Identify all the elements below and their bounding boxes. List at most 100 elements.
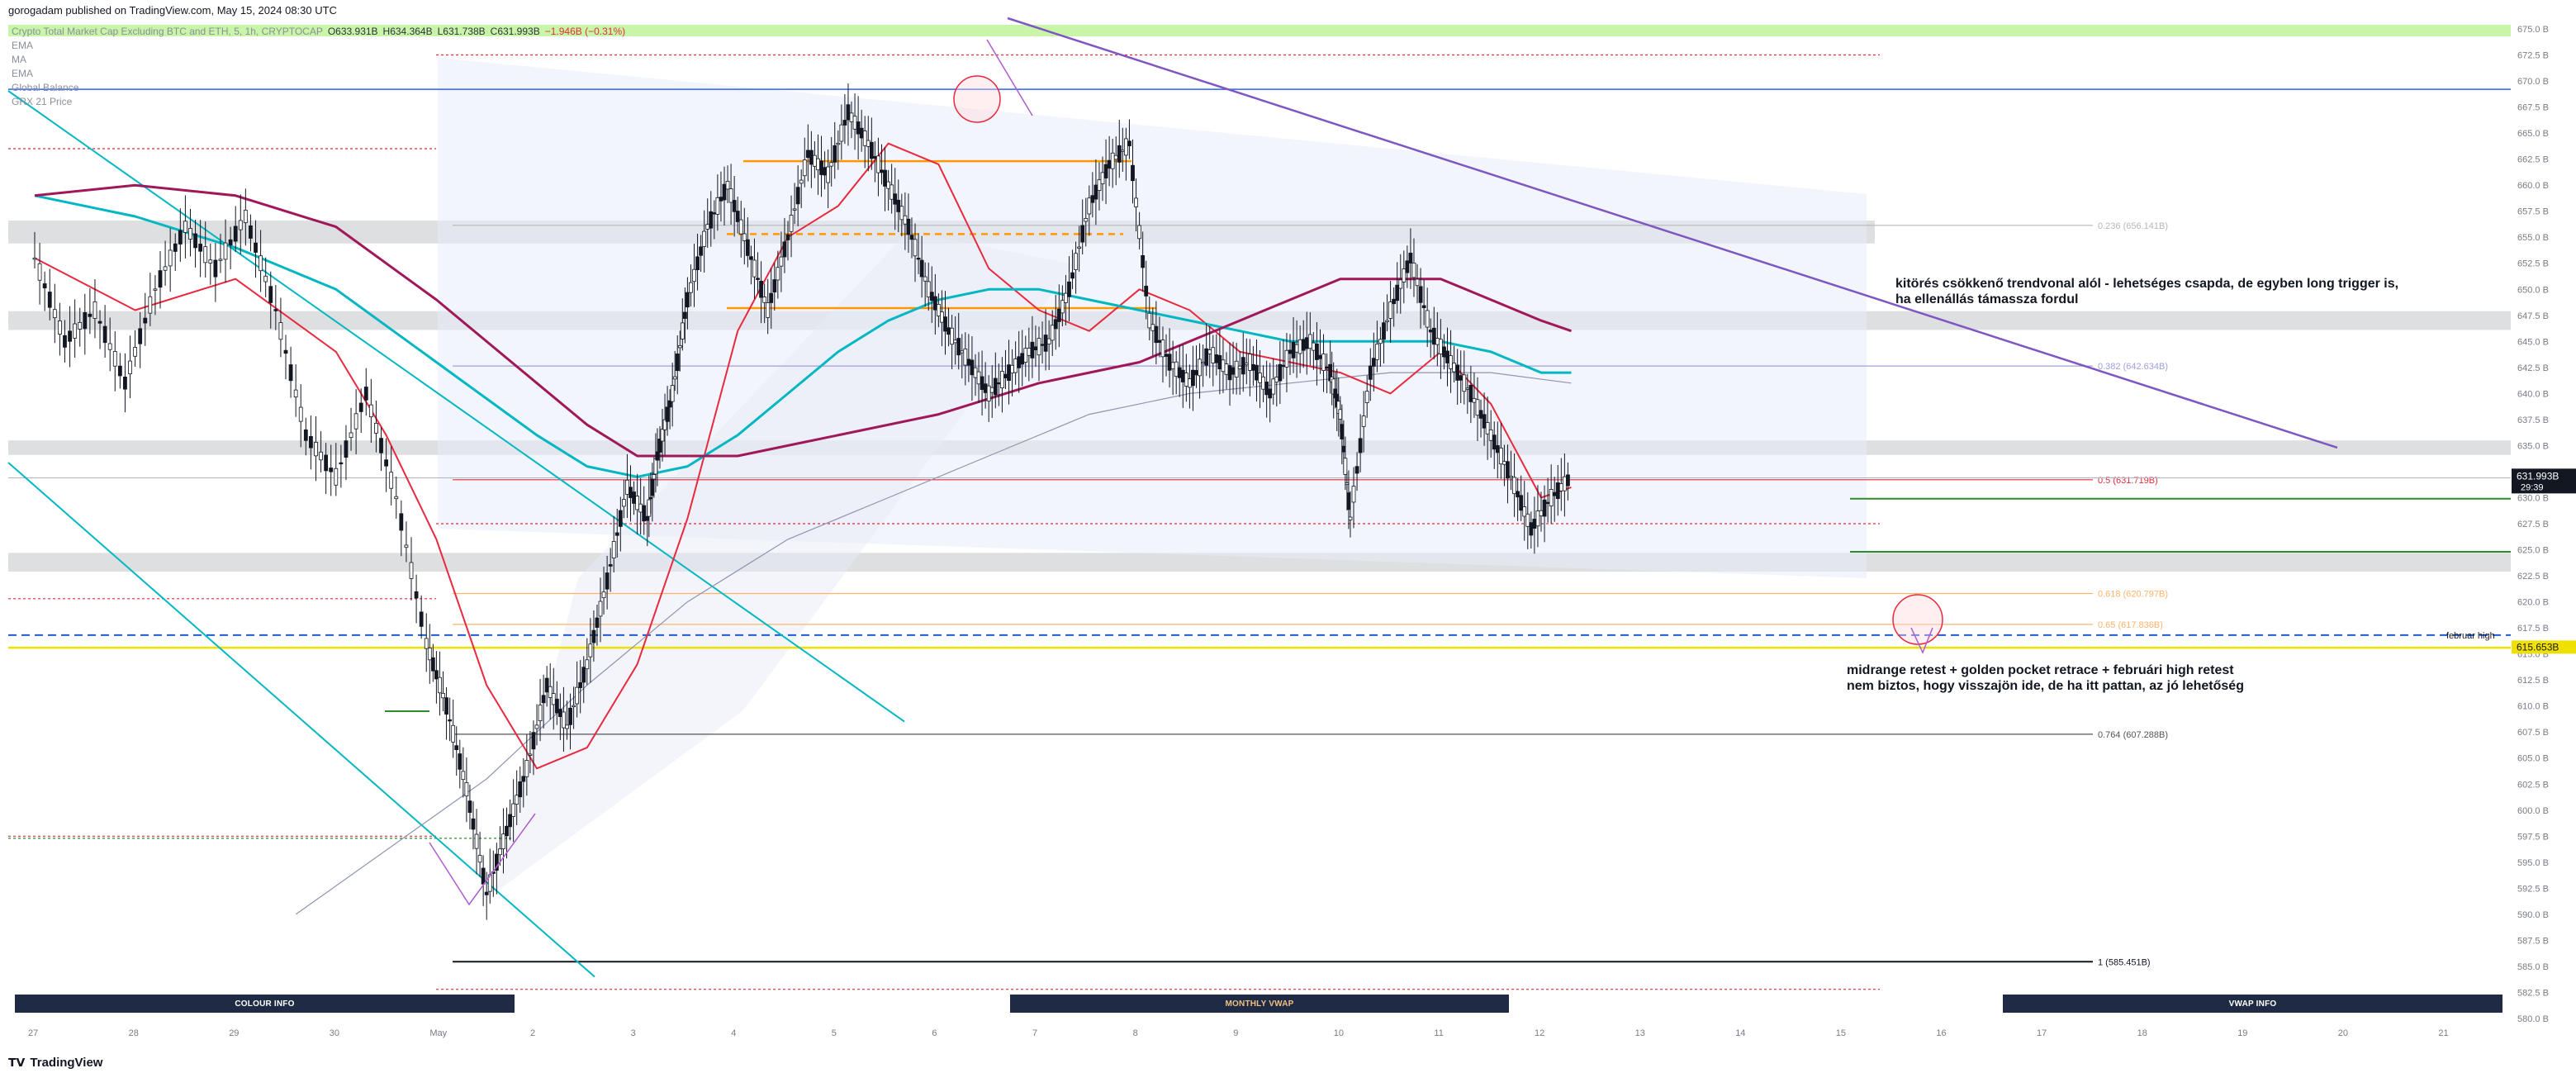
candle-body — [1462, 374, 1467, 392]
candle-body — [1150, 324, 1155, 331]
candle-body — [686, 292, 690, 308]
candle-body — [168, 249, 173, 267]
tradingview-logo[interactable]: 𝗧𝗩 TradingView — [0, 1056, 102, 1070]
x-axis-tick: May — [429, 1028, 447, 1038]
candle-body — [903, 215, 908, 225]
candle-body — [498, 848, 502, 856]
fib-label-0-5: 0.5 (631.719B) — [2098, 476, 2158, 486]
candle-body — [1552, 491, 1557, 496]
legend-indicator-5[interactable]: GRX 21 Price — [12, 95, 625, 109]
candle-body — [849, 112, 854, 122]
candle-body — [1405, 260, 1410, 273]
candle-body — [249, 225, 253, 239]
candle-body — [769, 292, 774, 303]
candle-body — [826, 166, 831, 183]
candle-body — [1097, 179, 1102, 192]
candle-body — [1418, 286, 1423, 303]
candle-body — [228, 239, 233, 246]
candle-body — [926, 281, 931, 297]
candle-body — [259, 255, 263, 272]
indicator-label: MA — [12, 54, 26, 65]
candle-body — [595, 617, 600, 628]
candle-body — [508, 814, 512, 828]
y-axis-tick: 647.5 B — [2517, 311, 2549, 321]
y-axis-tick: 642.5 B — [2517, 363, 2549, 373]
legend-indicator-4[interactable]: Global Balance — [12, 81, 625, 95]
candle-body — [1495, 444, 1500, 453]
candle-body — [1191, 369, 1195, 387]
candle-body — [601, 591, 606, 599]
breakout-line-1: kitörés csökkenő trendvonal alól - lehet… — [1895, 277, 2399, 291]
candle-body — [1010, 364, 1014, 373]
candle-body — [648, 496, 653, 500]
candle-body — [655, 451, 660, 461]
legend-indicator-1[interactable]: EMA — [12, 39, 625, 53]
x-axis-tick: 20 — [2338, 1028, 2348, 1038]
y-axis-tick: 662.5 B — [2517, 155, 2549, 165]
candle-body — [133, 347, 138, 357]
candle-body — [1281, 364, 1286, 368]
candle-body — [859, 127, 864, 139]
y-axis-tick: 607.5 B — [2517, 728, 2549, 738]
y-axis-tick: 625.0 B — [2517, 546, 2549, 556]
monthly-vwap-box[interactable]: MONTHLY VWAP — [1010, 995, 1509, 1013]
candle-body — [581, 667, 586, 683]
candle-body — [653, 458, 658, 475]
fib-label-0-236: 0.236 (656.141B) — [2098, 221, 2168, 231]
publisher-bar: gorogadam published on TradingView.com, … — [0, 0, 2576, 20]
legend-indicator-3[interactable]: EMA — [12, 67, 625, 81]
candle-body — [518, 781, 523, 798]
candle-body — [585, 659, 590, 670]
candle-body — [1234, 360, 1239, 378]
candle-body — [112, 351, 117, 367]
y-axis-tick: 652.5 B — [2517, 259, 2549, 269]
candle-body — [1566, 474, 1570, 487]
arrow-retest — [1910, 627, 1933, 654]
candle-body — [419, 611, 424, 627]
candle-body — [1053, 319, 1058, 330]
y-axis-tick: 587.5 B — [2517, 936, 2549, 946]
candle-body — [1194, 370, 1198, 376]
candle-body — [989, 387, 994, 393]
y-axis-tick: 627.5 B — [2517, 520, 2549, 529]
candle-body — [1077, 246, 1082, 249]
candle-body — [32, 258, 37, 260]
candle-body — [1428, 330, 1433, 333]
colour-info-box[interactable]: COLOUR INFO — [15, 995, 515, 1013]
candle-body — [1522, 506, 1527, 517]
candle-body — [1512, 477, 1516, 495]
candle-body — [568, 707, 572, 725]
candle-body — [1549, 489, 1554, 506]
candle-body — [1421, 305, 1426, 309]
candle-body — [474, 833, 479, 849]
legend-symbol[interactable]: Crypto Total Market Cap Excluding BTC an… — [12, 26, 323, 37]
x-axis-tick: 18 — [2137, 1028, 2147, 1038]
candle-body — [1137, 225, 1141, 240]
vwap-info-box[interactable]: VWAP INFO — [2003, 995, 2502, 1013]
candle-body — [795, 187, 800, 205]
candle-body — [970, 359, 975, 376]
candle-body — [1371, 358, 1376, 367]
candle-body — [598, 601, 603, 617]
candle-body — [551, 693, 556, 705]
candle-body — [1188, 378, 1192, 388]
candle-body — [1261, 376, 1265, 390]
candle-body — [1465, 387, 1470, 390]
y-axis-tick: 620.0 B — [2517, 598, 2549, 608]
candle-body — [441, 692, 445, 699]
legend-indicator-2[interactable]: MA — [12, 53, 625, 67]
candle-body — [896, 199, 901, 212]
candle-body — [1498, 448, 1503, 465]
fib-label-0-764: 0.764 (607.288B) — [2098, 730, 2168, 740]
candle-body — [319, 451, 323, 461]
fib-label-0-618: 0.618 (620.797B) — [2098, 590, 2168, 600]
candle-body — [138, 328, 143, 344]
x-axis-tick: 4 — [731, 1028, 736, 1038]
candle-body — [963, 349, 968, 366]
candle-body — [1013, 358, 1018, 373]
candle-body — [578, 681, 583, 688]
footer-bar: 𝗧𝗩 TradingView — [0, 1052, 2576, 1073]
candle-body — [836, 142, 841, 145]
candle-body — [424, 638, 429, 649]
